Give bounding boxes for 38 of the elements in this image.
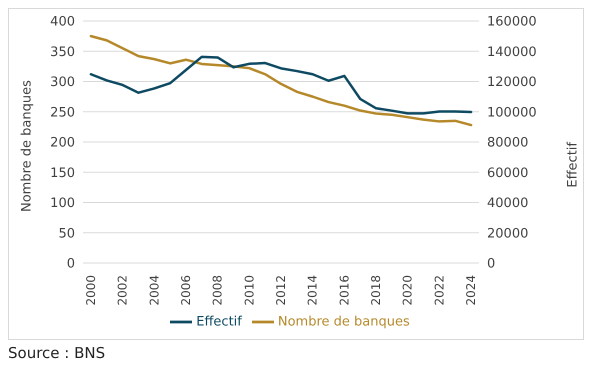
y-tick-label: 150	[50, 166, 75, 181]
y2-tick-label: 120000	[487, 75, 537, 90]
y-tick-label: 0	[66, 256, 75, 272]
x-tick-label: 2012	[274, 275, 288, 306]
x-tick-label: 2008	[210, 275, 225, 306]
line-series	[90, 34, 472, 126]
x-tick-label: 2020	[400, 275, 415, 306]
y2-tick-label: 0	[487, 256, 496, 272]
y2-axis-title: Effectif	[566, 142, 581, 188]
y-tick-label: 300	[50, 75, 75, 90]
y2-tick-label: 40000	[487, 196, 528, 212]
y-axis-title: Nombre de banques	[20, 80, 35, 212]
y2-tick-label: 160000	[487, 14, 537, 30]
x-tick-label: 2004	[147, 275, 162, 306]
x-tick-label: 2010	[242, 275, 256, 306]
y2-tick-label: 100000	[487, 105, 537, 120]
x-tick-label: 2022	[432, 275, 446, 306]
x-tick-label: 2002	[116, 275, 130, 306]
y-tick-label: 100	[50, 196, 75, 212]
y2-tick-label: 60000	[487, 166, 528, 181]
x-tick-label: 2024	[464, 275, 478, 306]
x-tick-label: 2006	[178, 275, 193, 306]
line-series	[90, 56, 472, 115]
y2-tick-label: 20000	[487, 226, 528, 242]
y2-tick-label: 80000	[487, 136, 528, 151]
x-tick-label: 2016	[337, 275, 352, 306]
x-tick-label: 2018	[369, 275, 384, 306]
legend-label: Nombre de banques	[278, 314, 410, 330]
source-note: Source : BNS	[8, 344, 106, 362]
x-tick-label: 2014	[306, 275, 320, 306]
y-tick-label: 50	[58, 226, 75, 242]
y-tick-label: 250	[50, 105, 75, 120]
y2-tick-label: 140000	[487, 44, 537, 60]
y-tick-label: 200	[50, 136, 75, 151]
x-tick-label: 2000	[84, 275, 98, 306]
y-tick-label: 400	[50, 14, 75, 30]
legend-label: Effectif	[196, 314, 242, 330]
y-tick-label: 350	[50, 44, 75, 60]
